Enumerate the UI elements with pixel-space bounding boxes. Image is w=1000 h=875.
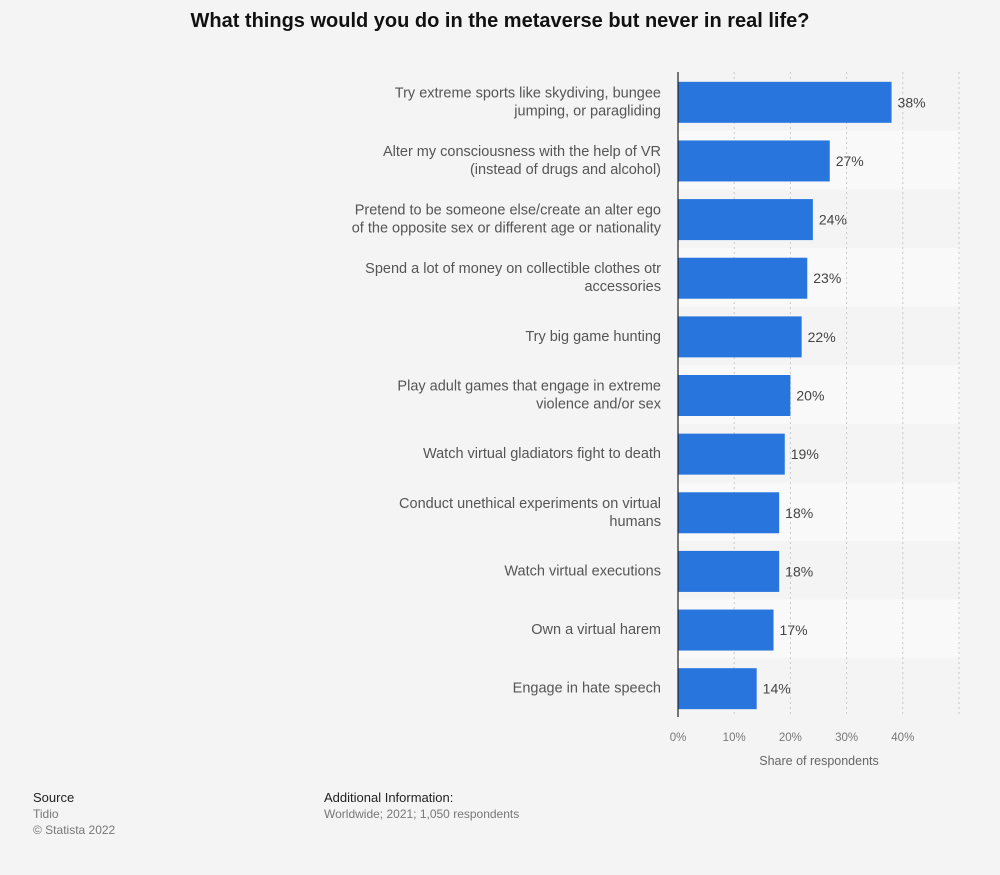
category-label: Conduct unethical experiments on virtual…	[399, 496, 661, 530]
data-label: 18%	[785, 505, 813, 521]
bar	[678, 257, 808, 299]
bar	[678, 609, 774, 651]
source-heading: Source	[33, 790, 75, 805]
data-label: 14%	[763, 681, 791, 697]
category-label: Try extreme sports like skydiving, bunge…	[395, 85, 661, 119]
x-tick-label: 0%	[670, 732, 687, 744]
source-name[interactable]: Tidio	[33, 807, 59, 821]
data-label: 27%	[836, 153, 864, 169]
x-tick-label: 20%	[779, 732, 802, 744]
data-label: 18%	[785, 563, 813, 579]
bar-chart: 38% Try extreme sports like skydiving, bu…	[352, 72, 960, 768]
bar	[678, 668, 757, 710]
copyright-text[interactable]: © Statista 2022	[33, 823, 116, 837]
category-label: Spend a lot of money on collectible clot…	[365, 261, 661, 295]
category-label: Pretend to be someone else/create an alt…	[352, 203, 662, 237]
bar	[678, 375, 791, 416]
additional-info-heading: Additional Information:	[324, 790, 454, 805]
x-axis-title: Share of respondents	[759, 754, 879, 768]
additional-info-text: Worldwide; 2021; 1,050 respondents	[324, 807, 520, 821]
bar	[678, 199, 813, 241]
category-label: Own a virtual harem	[531, 622, 661, 638]
data-label: 19%	[791, 446, 819, 462]
data-label: 17%	[780, 622, 808, 638]
x-tick-label: 30%	[835, 732, 858, 744]
chart-title: What things would you do in the metavers…	[190, 10, 810, 32]
bar	[678, 140, 830, 182]
bar	[678, 550, 780, 592]
x-tick-label: 10%	[723, 732, 746, 744]
bar	[678, 492, 780, 534]
category-label: Play adult games that engage in extreme v…	[397, 379, 661, 413]
data-label: 24%	[819, 212, 847, 228]
data-label: 20%	[796, 388, 824, 404]
bar	[678, 316, 802, 358]
category-label: Try big game hunting	[525, 329, 661, 345]
bar	[678, 433, 785, 475]
category-label: Engage in hate speech	[513, 681, 661, 697]
x-tick-label: 40%	[891, 732, 914, 744]
data-label: 38%	[898, 94, 926, 110]
data-label: 22%	[808, 329, 836, 345]
category-label: Watch virtual gladiators fight to death	[423, 446, 661, 462]
bar	[678, 81, 892, 123]
category-label: Watch virtual executions	[504, 563, 661, 579]
data-label: 23%	[813, 270, 841, 286]
category-label: Alter my consciousness with the help of …	[383, 144, 661, 178]
